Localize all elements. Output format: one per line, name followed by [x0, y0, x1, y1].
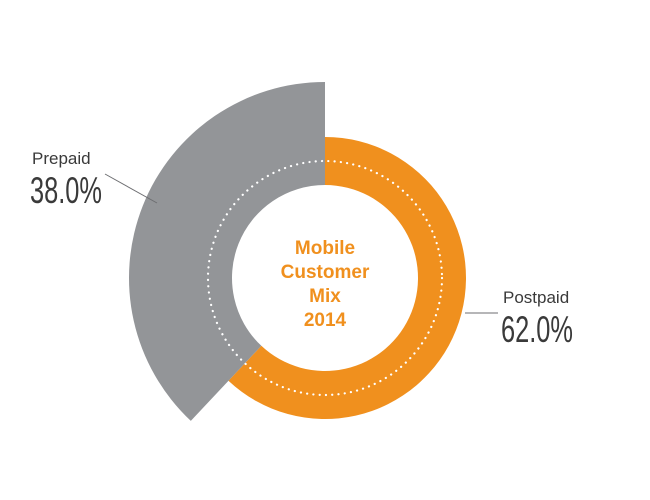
postpaid-value: 62.0%	[501, 309, 573, 350]
postpaid-slice	[228, 137, 466, 419]
center-title-line-2: Customer	[281, 262, 370, 283]
donut-slices	[129, 82, 466, 421]
postpaid-annotation: Postpaid 62.0%	[465, 288, 573, 350]
prepaid-annotation: Prepaid 38.0%	[30, 149, 158, 211]
prepaid-leader-line	[104, 173, 158, 204]
prepaid-value: 38.0%	[30, 170, 102, 211]
postpaid-label: Postpaid	[503, 288, 569, 307]
center-title-line-4: 2014	[304, 310, 347, 331]
center-title-line-1: Mobile	[295, 238, 355, 259]
prepaid-label: Prepaid	[32, 149, 91, 168]
prepaid-slice	[129, 82, 325, 421]
center-title-line-3: Mix	[309, 286, 341, 307]
dotted-inner-ring	[206, 159, 444, 397]
center-title: Mobile Customer Mix 2014	[281, 238, 370, 331]
